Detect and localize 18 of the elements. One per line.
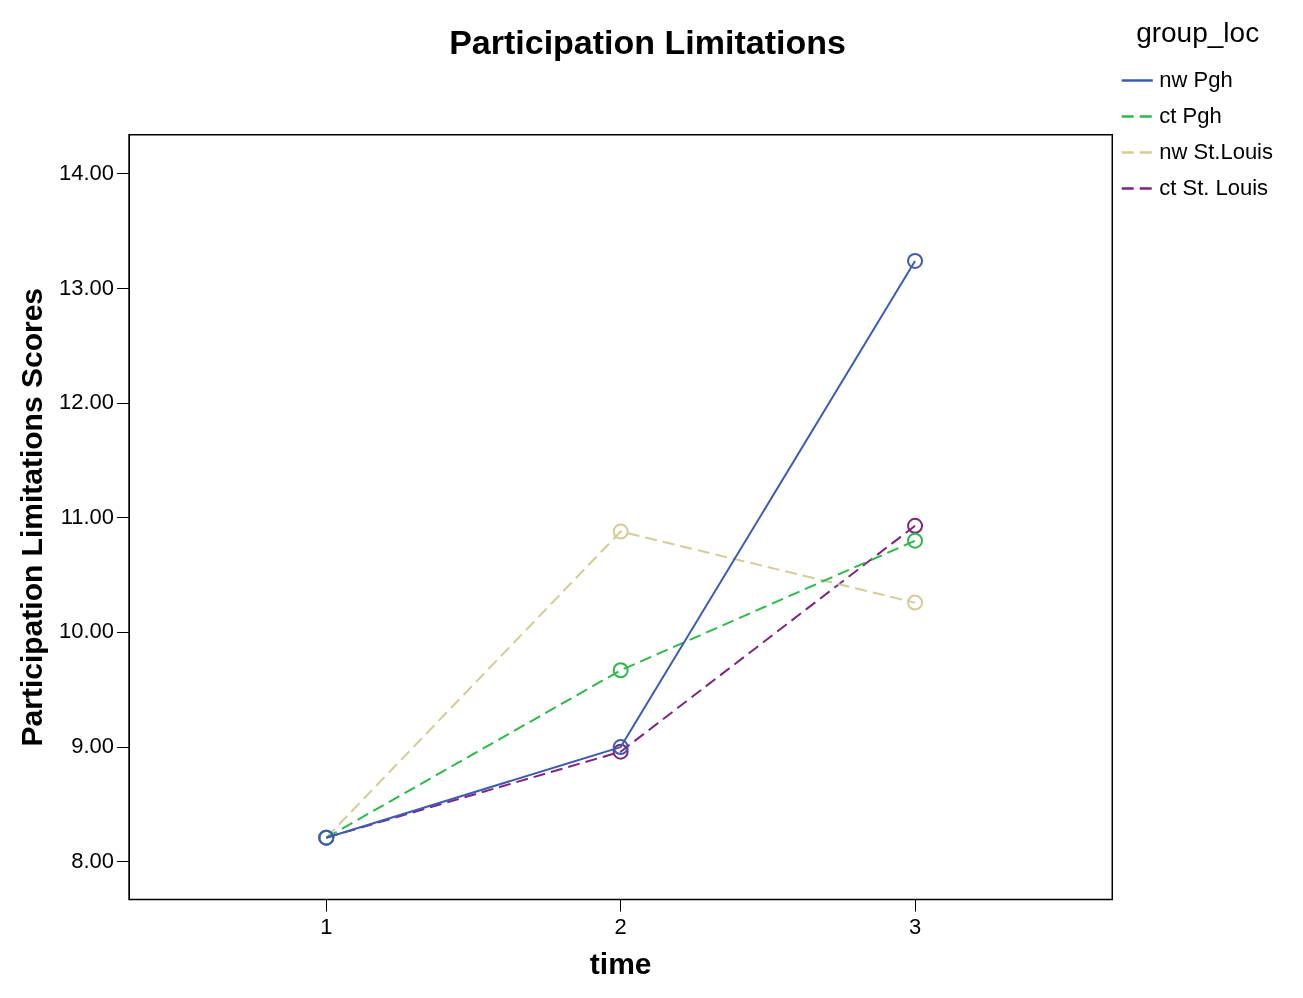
x-tick-label: 2 bbox=[614, 913, 627, 939]
x-axis-title: time bbox=[589, 947, 652, 981]
legend-label: ct St. Louis bbox=[1159, 174, 1269, 200]
y-tick-label: 13.00 bbox=[58, 274, 115, 300]
y-tick-label: 8.00 bbox=[71, 847, 115, 873]
x-tick-label: 1 bbox=[320, 913, 333, 939]
legend-label: nw St.Louis bbox=[1159, 138, 1274, 164]
x-tick-label: 3 bbox=[908, 913, 922, 939]
y-axis-title: Participation Limitations Scores bbox=[15, 287, 49, 747]
chart-title: Participation Limitations bbox=[449, 22, 846, 61]
y-tick-label: 14.00 bbox=[58, 159, 115, 185]
legend-label: nw Pgh bbox=[1159, 66, 1233, 92]
y-tick-label: 12.00 bbox=[58, 389, 115, 415]
y-tick-label: 9.00 bbox=[71, 733, 115, 759]
legend-label: ct Pgh bbox=[1159, 102, 1222, 128]
y-tick-label: 11.00 bbox=[60, 503, 115, 529]
legend-title: group_loc bbox=[1136, 16, 1260, 48]
y-tick-label: 10.00 bbox=[58, 618, 115, 644]
